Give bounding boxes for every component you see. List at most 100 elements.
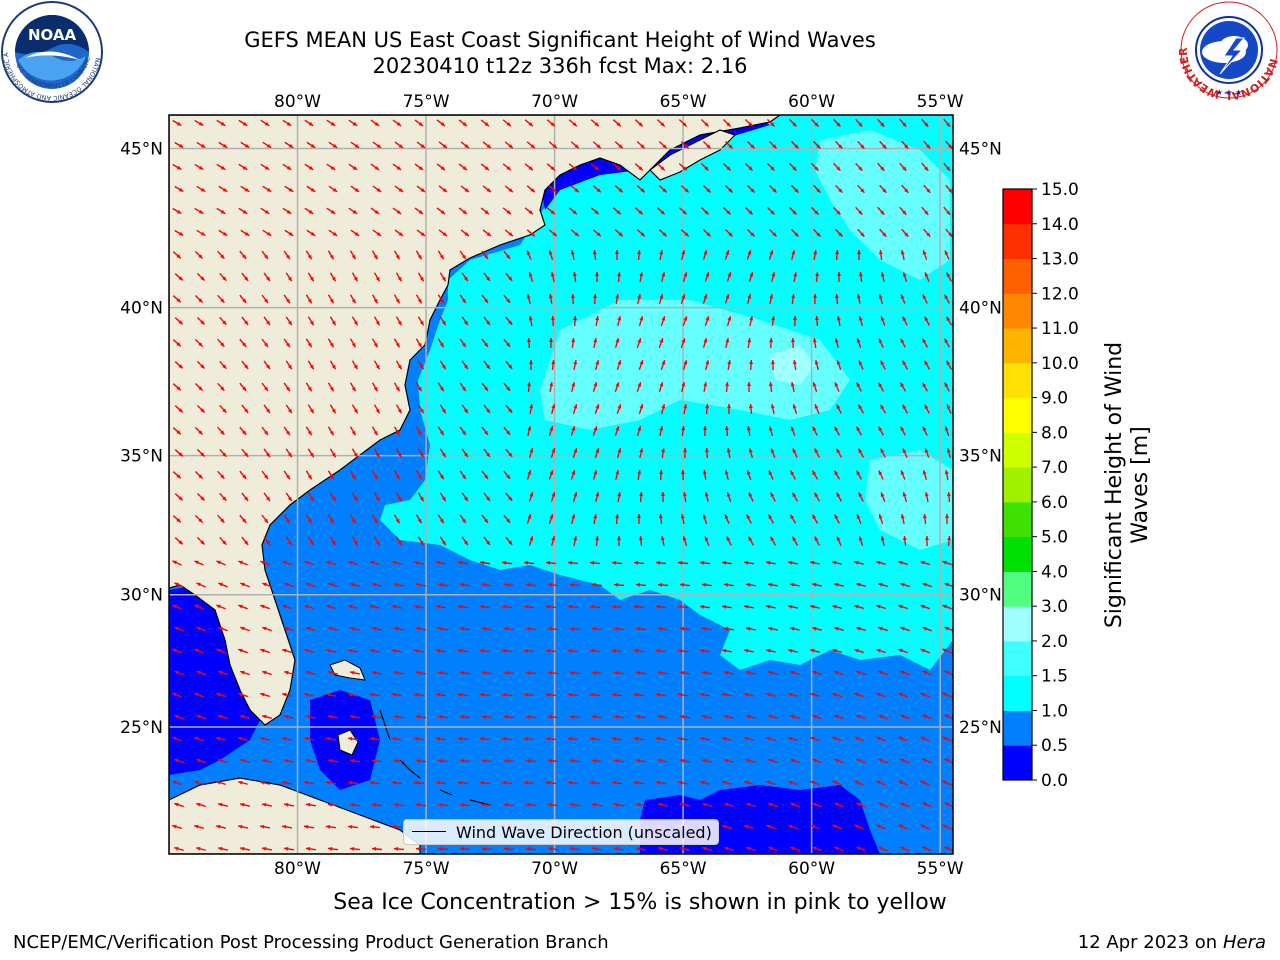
wave-arrow <box>765 604 777 609</box>
wave-arrow <box>483 536 491 546</box>
wave-arrow <box>617 535 622 547</box>
wave-arrow <box>700 119 710 127</box>
wave-arrow <box>439 360 447 370</box>
wave-arrow <box>238 692 248 698</box>
wave-arrow <box>857 184 865 194</box>
wave-arrow <box>261 714 273 720</box>
wave-arrow <box>347 780 359 785</box>
wave-arrow <box>878 846 888 852</box>
wave-arrow <box>721 604 733 609</box>
wave-arrow <box>172 824 182 830</box>
wave-arrow <box>923 228 931 238</box>
wave-arrow <box>327 670 339 675</box>
wave-arrow <box>880 316 886 326</box>
colorbar-tick-label: 7.0 <box>1041 458 1068 478</box>
wave-arrow <box>327 338 335 348</box>
wave-arrow <box>348 560 358 566</box>
chart-subtitle: 20230410 t12z 336h fcst Max: 2.16 <box>372 54 748 78</box>
wave-arrow <box>194 207 204 215</box>
wave-arrow <box>415 714 427 719</box>
wave-arrow <box>854 780 864 786</box>
wave-arrow <box>614 338 620 348</box>
wave-arrow <box>747 337 752 349</box>
wave-arrow <box>350 185 360 193</box>
wave-arrow <box>327 470 335 480</box>
wave-arrow <box>943 206 951 216</box>
wave-arrow <box>306 141 316 149</box>
wave-arrow <box>415 338 423 348</box>
wave-arrow <box>878 802 888 808</box>
wave-arrow <box>770 271 776 283</box>
wave-arrow <box>238 560 248 566</box>
wave-arrow <box>284 582 294 588</box>
wave-arrow <box>393 294 401 304</box>
wave-arrow <box>832 824 842 830</box>
wave-arrow <box>770 492 776 502</box>
wave-arrow <box>437 338 445 348</box>
wave-arrow <box>459 670 471 675</box>
wave-arrow <box>262 229 272 237</box>
colorbar-segment <box>1003 397 1032 433</box>
wave-arrow <box>460 185 470 193</box>
wave-arrow <box>746 140 756 150</box>
colorbar-tick-label: 11.0 <box>1041 319 1079 339</box>
wave-arrow <box>479 692 491 697</box>
wave-arrow <box>683 403 688 415</box>
wave-arrow <box>920 824 930 830</box>
wave-arrow <box>283 802 295 807</box>
wave-arrow <box>573 315 578 327</box>
wave-arrow <box>351 404 359 414</box>
wave-arrow <box>239 426 247 436</box>
wave-arrow <box>657 670 669 675</box>
wave-arrow <box>636 185 646 193</box>
wave-arrow <box>479 780 491 785</box>
lon-label-bottom: 65°W <box>660 859 707 879</box>
wave-arrow <box>307 272 315 282</box>
wave-arrow <box>589 648 601 653</box>
wave-arrow <box>351 492 359 502</box>
wave-arrow <box>326 163 336 171</box>
wave-arrow <box>922 426 928 436</box>
wave-arrow <box>395 316 403 326</box>
wave-arrow <box>437 670 449 675</box>
wave-arrow <box>833 426 841 436</box>
wave-arrow <box>924 404 930 414</box>
wave-arrow <box>307 448 315 458</box>
wave-arrow <box>216 163 226 171</box>
wave-arrow <box>481 758 493 763</box>
lon-label-bottom: 70°W <box>531 859 578 879</box>
wave-arrow <box>814 536 820 546</box>
wave-arrow <box>503 758 515 763</box>
wave-arrow <box>878 294 884 304</box>
wave-arrow <box>743 604 755 609</box>
wave-arrow <box>216 207 226 215</box>
wave-arrow <box>789 582 801 587</box>
wave-arrow <box>482 229 492 237</box>
wave-arrow <box>458 163 468 171</box>
wave-arrow <box>680 229 690 237</box>
wave-arrow <box>661 271 666 283</box>
wave-arrow <box>194 338 204 348</box>
wave-arrow <box>809 560 821 565</box>
wave-arrow <box>922 582 932 588</box>
wave-arrow <box>349 470 357 480</box>
wave-arrow <box>569 846 581 851</box>
wave-arrow <box>457 780 469 785</box>
wave-arrow <box>591 582 603 587</box>
wave-arrow <box>524 163 534 171</box>
wave-arrow <box>856 802 866 808</box>
wave-arrow <box>216 604 226 610</box>
wave-arrow <box>349 714 361 719</box>
colorbar-frame <box>1002 188 1033 781</box>
wave-arrow <box>304 207 314 215</box>
wave-arrow <box>791 249 796 261</box>
wave-arrow <box>438 185 448 193</box>
gridlines <box>169 115 953 854</box>
wave-arrow <box>349 294 357 304</box>
wave-arrow <box>768 846 778 852</box>
wave-arrow <box>483 272 491 282</box>
wave-arrow <box>613 758 625 763</box>
wave-arrow <box>459 802 471 807</box>
wave-arrow <box>503 294 511 304</box>
wave-arrow <box>283 714 295 719</box>
